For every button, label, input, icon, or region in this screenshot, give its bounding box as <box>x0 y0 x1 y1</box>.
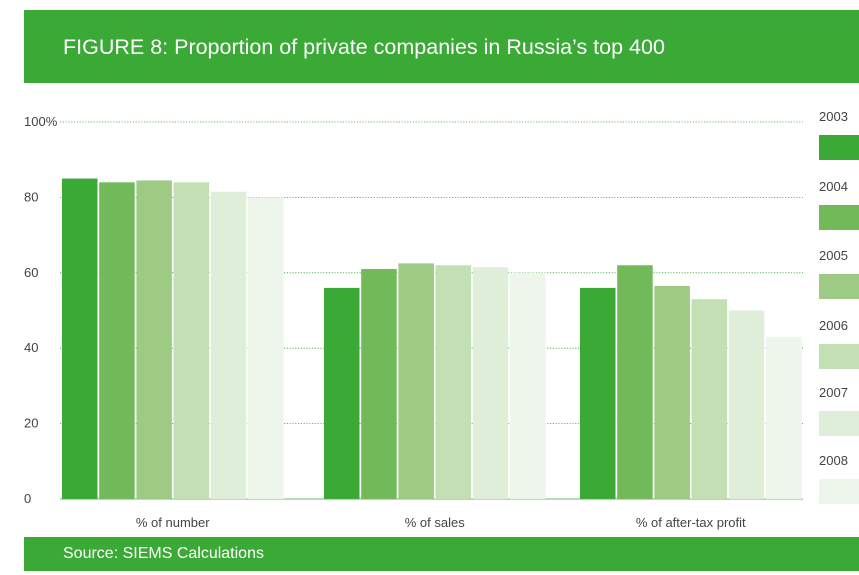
x-category-label: % of sales <box>405 515 465 530</box>
legend-label: 2008 <box>819 453 848 468</box>
bar <box>62 178 98 500</box>
legend-label: 2006 <box>819 318 848 333</box>
legend-swatch <box>819 205 859 230</box>
bars <box>62 178 802 500</box>
x-axis-categories: % of number % of sales % of after-tax prof… <box>136 515 746 530</box>
bar <box>248 197 284 499</box>
legend-swatch <box>819 411 859 436</box>
bar <box>728 310 765 499</box>
bar <box>136 180 172 499</box>
legend-swatch <box>819 274 859 299</box>
y-tick-label: 0 <box>24 491 31 506</box>
bar <box>435 265 472 499</box>
legend-swatch <box>819 344 859 369</box>
legend-label: 2004 <box>819 179 848 194</box>
y-tick-label: 20 <box>24 416 38 431</box>
bar <box>654 285 690 499</box>
y-tick-label: 40 <box>24 340 38 355</box>
bar <box>617 265 653 499</box>
bar <box>766 336 802 499</box>
figure-title: FIGURE 8: Proportion of private companie… <box>63 35 665 59</box>
figure-header: FIGURE 8: Proportion of private companie… <box>24 10 859 83</box>
legend-swatch <box>819 135 859 160</box>
y-tick-label: 100% <box>24 114 58 129</box>
bar <box>691 299 728 499</box>
source-note: Source: SIEMS Calculations <box>63 545 264 562</box>
legend-label: 2007 <box>819 385 848 400</box>
bar <box>361 269 397 499</box>
figure-footer: Source: SIEMS Calculations <box>24 537 859 571</box>
bar <box>99 182 135 499</box>
legend-swatch <box>819 479 859 504</box>
bar <box>324 287 360 499</box>
bar <box>472 267 509 499</box>
bar <box>398 263 434 499</box>
y-axis-ticks: 0 20 40 60 80 100% <box>24 114 58 506</box>
y-tick-label: 80 <box>24 189 38 204</box>
bar <box>510 272 546 499</box>
legend-label: 2003 <box>819 109 848 124</box>
x-category-label: % of number <box>136 515 210 530</box>
bar <box>580 287 616 499</box>
x-category-label: % of after-tax profit <box>636 515 746 530</box>
bar <box>210 191 247 499</box>
legend: 2003 2004 2005 2006 2007 2008 <box>819 109 859 504</box>
bar <box>173 182 210 499</box>
y-tick-label: 60 <box>24 265 38 280</box>
legend-label: 2005 <box>819 248 848 263</box>
